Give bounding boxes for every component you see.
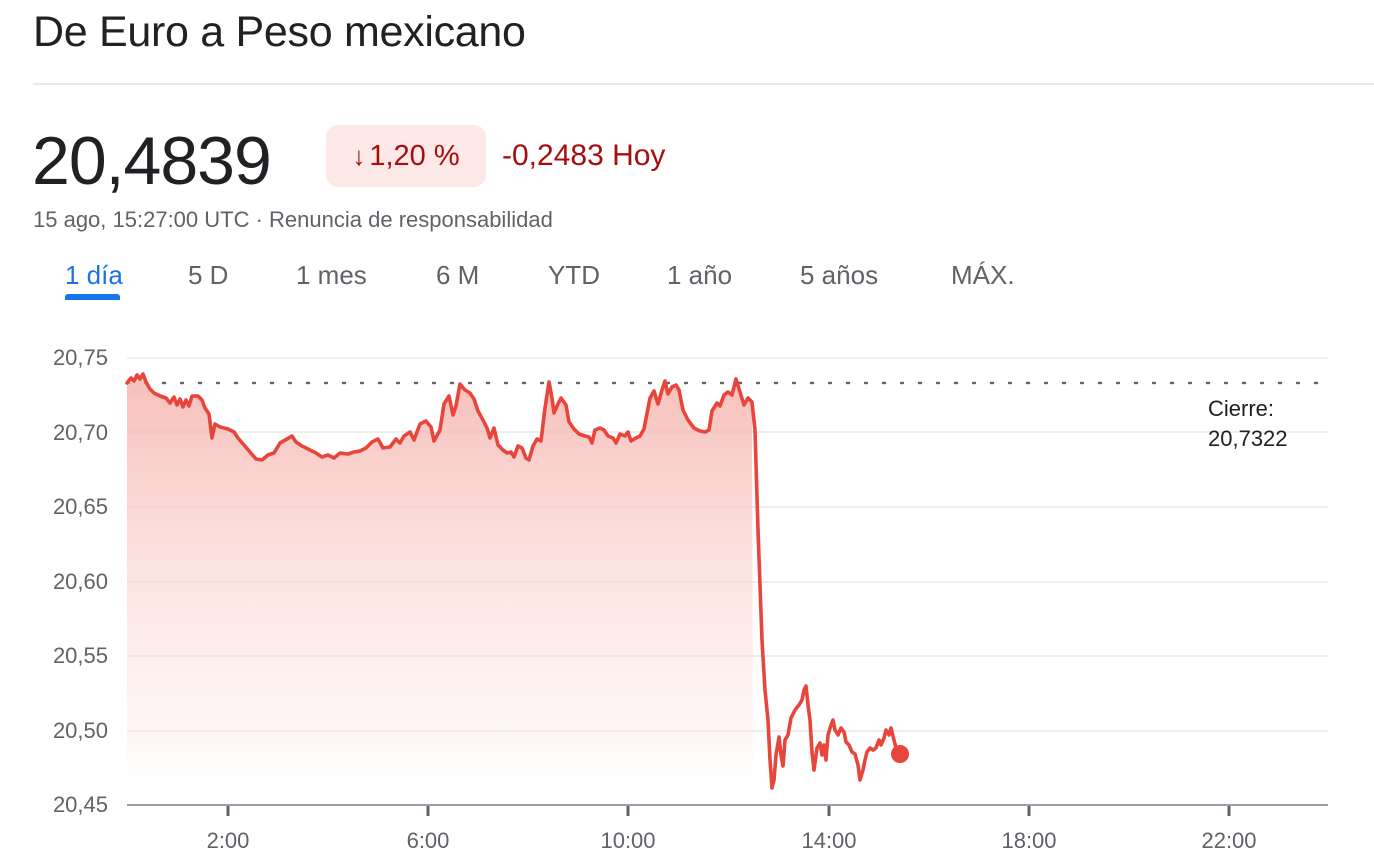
disclaimer-link[interactable]: Renuncia de responsabilidad — [269, 207, 553, 232]
x-tick-label: 18:00 — [1001, 828, 1057, 853]
x-tick-label: 10:00 — [600, 828, 656, 853]
change-percent: 1,20 % — [369, 139, 460, 172]
x-tick-label: 2:00 — [206, 828, 250, 853]
chart-area-fill — [127, 374, 753, 805]
tab-1-ano[interactable]: 1 año — [667, 260, 733, 290]
x-tick-label: 6:00 — [406, 828, 450, 853]
tab-1-mes[interactable]: 1 mes — [296, 260, 367, 290]
change-percent-badge: ↓ 1,20 % — [326, 125, 486, 187]
separator: · — [249, 207, 270, 232]
price-line — [125, 372, 902, 790]
y-tick-label: 20,50 — [52, 718, 108, 743]
tab-5-d[interactable]: 5 D — [188, 260, 229, 290]
previous-close-annotation: Cierre: 20,7322 — [1208, 394, 1288, 454]
page-title: De Euro a Peso mexicano — [33, 8, 526, 56]
tab-ytd[interactable]: YTD — [548, 260, 600, 290]
quote-timestamp: 15 ago, 15:27:00 UTC — [33, 207, 250, 232]
tab-max[interactable]: MÁX. — [951, 260, 1015, 290]
y-tick-label: 20,65 — [52, 494, 108, 519]
tab-6-m[interactable]: 6 M — [436, 260, 480, 290]
y-tick-label: 20,60 — [52, 569, 108, 594]
previous-close-label: Cierre: — [1208, 396, 1275, 421]
arrow-down-icon: ↓ — [352, 140, 366, 171]
quote-meta: 15 ago, 15:27:00 UTC · Renuncia de respo… — [33, 207, 553, 233]
last-price-marker — [891, 745, 909, 763]
active-tab-indicator — [65, 294, 120, 300]
x-tick-label: 14:00 — [801, 828, 857, 853]
y-tick-label: 20,70 — [52, 420, 108, 445]
y-tick-label: 20,75 — [52, 345, 108, 370]
header-divider — [33, 83, 1374, 85]
y-tick-label: 20,55 — [52, 643, 108, 668]
current-price: 20,4839 — [32, 123, 272, 199]
x-tick-label: 22:00 — [1201, 828, 1257, 853]
change-value: -0,2483 Hoy — [502, 139, 666, 172]
y-tick-label: 20,45 — [52, 792, 108, 817]
tab-1-dia[interactable]: 1 día — [65, 260, 123, 290]
tab-5-anos[interactable]: 5 años — [800, 260, 879, 290]
x-axis-ticks — [226, 806, 1231, 816]
previous-close-value: 20,7322 — [1208, 426, 1288, 451]
